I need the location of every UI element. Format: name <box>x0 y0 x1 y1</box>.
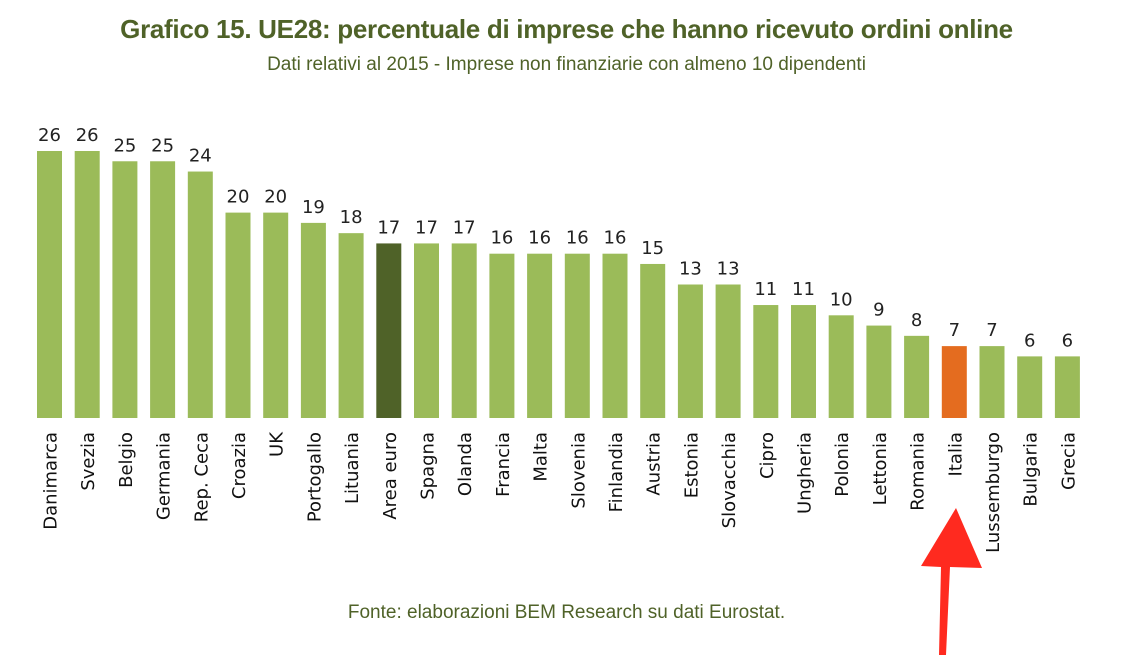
data-label: 13 <box>717 259 740 280</box>
data-label: 26 <box>38 125 61 146</box>
bar-lettonia <box>866 325 892 418</box>
x-tick-label: Spagna <box>418 432 439 500</box>
bar-portogallo <box>300 222 326 418</box>
x-tick-label: Lettonia <box>870 432 891 505</box>
data-label: 11 <box>754 279 777 300</box>
x-tick-label: Lussemburgo <box>983 432 1004 553</box>
bar-olanda <box>451 243 477 418</box>
x-tick-label: Grecia <box>1058 432 1079 490</box>
bar-danimarca <box>37 151 62 418</box>
data-label: 15 <box>641 238 664 259</box>
data-label: 16 <box>566 228 589 249</box>
bar-francia <box>489 253 515 418</box>
data-label: 7 <box>986 320 997 341</box>
bar-slovacchia <box>715 284 741 418</box>
data-label: 16 <box>604 228 627 249</box>
bar-germania <box>150 161 176 418</box>
data-label: 6 <box>1024 330 1035 351</box>
bar-uk <box>263 212 289 418</box>
bar-svezia <box>74 151 100 418</box>
bar-slovenia <box>564 253 590 418</box>
bar-finlandia <box>602 253 628 418</box>
x-tick-label: Rep. Ceca <box>191 432 212 522</box>
data-label: 11 <box>792 279 815 300</box>
bar-grecia <box>1054 356 1080 418</box>
data-label: 10 <box>830 289 853 310</box>
x-tick-label: Slovenia <box>568 432 589 509</box>
bar-area-euro <box>376 243 402 418</box>
x-tick-label: Romania <box>908 432 929 511</box>
bar-austria <box>640 263 666 418</box>
bar-malta <box>527 253 553 418</box>
x-tick-label: Svezia <box>78 432 99 491</box>
x-tick-label: Croazia <box>229 432 250 499</box>
data-label: 19 <box>302 197 325 218</box>
x-tick-label: Ungheria <box>795 432 816 514</box>
bar-rep-ceca <box>187 171 213 418</box>
data-label: 17 <box>377 217 400 238</box>
bar-italia <box>941 346 967 418</box>
data-label: 26 <box>76 125 99 146</box>
bar-croazia <box>225 212 251 418</box>
data-label: 25 <box>151 135 174 156</box>
bar-spagna <box>414 243 439 418</box>
data-label: 9 <box>873 300 884 321</box>
x-tick-label: Olanda <box>455 432 476 496</box>
x-tick-label: Austria <box>644 432 665 496</box>
data-label: 20 <box>264 187 287 208</box>
data-label: 24 <box>189 146 212 167</box>
x-tick-label: Portogallo <box>304 432 325 522</box>
bar-cipro <box>753 305 779 418</box>
data-label: 16 <box>528 228 551 249</box>
chart-subtitle: Dati relativi al 2015 - Imprese non fina… <box>267 54 866 75</box>
x-tick-label: Polonia <box>832 432 853 497</box>
x-tick-label: Italia <box>945 432 966 476</box>
bar-ungheria <box>791 305 816 418</box>
x-tick-label: Bulgaria <box>1021 432 1042 507</box>
x-tick-label: Lituania <box>342 432 363 504</box>
data-label: 7 <box>949 320 960 341</box>
bar-lituania <box>338 233 364 418</box>
data-label: 25 <box>113 135 136 156</box>
data-label: 17 <box>415 217 438 238</box>
source-note: Fonte: elaborazioni BEM Research su dati… <box>347 602 786 623</box>
arrow-annotation <box>921 508 982 655</box>
x-tick-label: Area euro <box>380 432 401 520</box>
x-tick-label: UK <box>267 431 288 457</box>
x-tick-label: Cipro <box>757 432 778 479</box>
data-label: 6 <box>1062 330 1073 351</box>
bar-bulgaria <box>1017 356 1043 418</box>
x-tick-label: Francia <box>493 432 514 497</box>
data-label: 18 <box>340 207 363 228</box>
x-tick-label: Belgio <box>116 432 137 488</box>
x-tick-label: Finlandia <box>606 432 627 512</box>
bar-estonia <box>677 284 703 418</box>
bar-romania <box>904 335 930 418</box>
bar-polonia <box>828 315 854 418</box>
x-tick-label: Malta <box>531 432 552 482</box>
data-label: 16 <box>490 228 513 249</box>
data-label: 13 <box>679 259 702 280</box>
data-label: 8 <box>911 310 922 331</box>
bar-lussemburgo <box>979 346 1005 418</box>
x-tick-label: Germania <box>154 432 175 520</box>
x-tick-label: Slovacchia <box>719 432 740 528</box>
chart-title: Grafico 15. UE28: percentuale di imprese… <box>120 14 1013 44</box>
x-tick-label: Danimarca <box>41 432 62 530</box>
x-tick-label: Estonia <box>681 432 702 498</box>
bar-belgio <box>112 161 138 418</box>
data-label: 20 <box>227 187 250 208</box>
data-label: 17 <box>453 217 476 238</box>
